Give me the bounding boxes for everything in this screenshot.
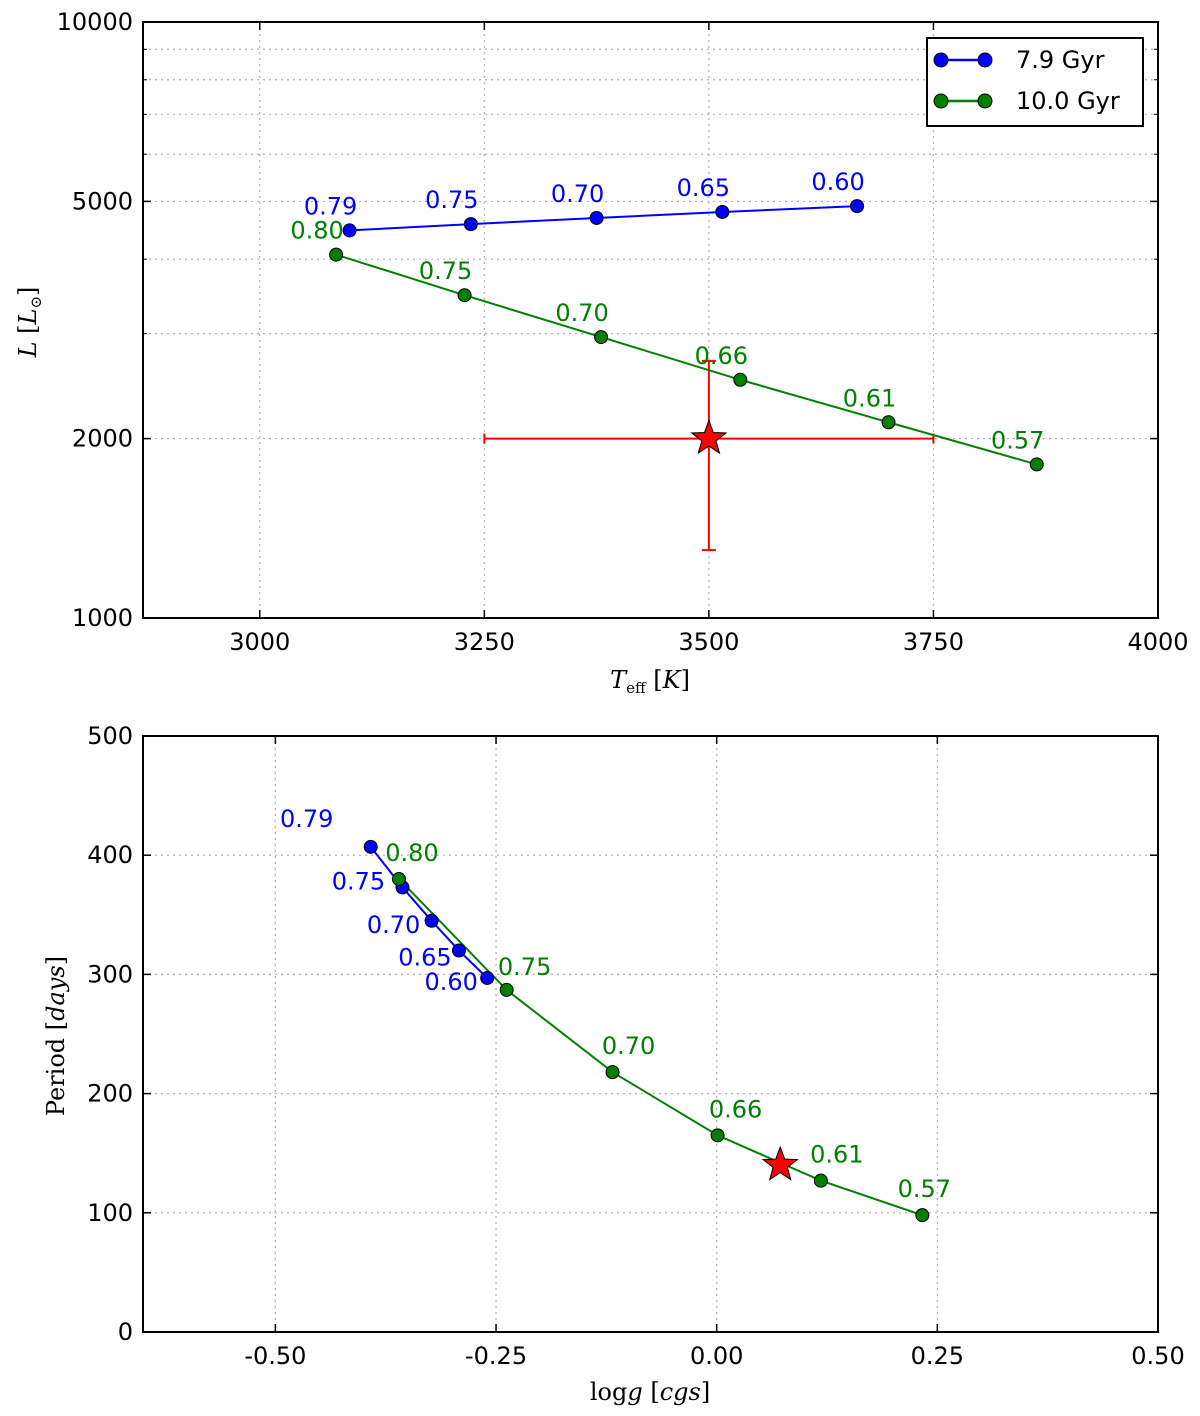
- data-point: [480, 970, 495, 985]
- data-point: [451, 943, 466, 958]
- legend-label-10-0: 10.0 Gyr: [1016, 87, 1120, 115]
- x-tick-label: 0.50: [1131, 1342, 1184, 1370]
- x-tick-label: 4000: [1127, 628, 1188, 656]
- mass-label: 0.61: [810, 1141, 863, 1169]
- x-tick-label: -0.25: [465, 1342, 527, 1370]
- mass-label: 0.61: [843, 384, 896, 412]
- x-tick-label: 0.00: [690, 1342, 743, 1370]
- y-tick-label: 1000: [72, 604, 133, 632]
- mass-label: 0.80: [385, 839, 438, 867]
- data-point: [424, 913, 439, 928]
- mass-label: 0.79: [280, 805, 333, 833]
- x-tick-label: 0.25: [911, 1342, 964, 1370]
- x-tick-label: 3250: [454, 628, 515, 656]
- mass-label: 0.79: [304, 192, 357, 220]
- mass-label: 0.57: [898, 1175, 951, 1203]
- mass-label: 0.75: [498, 953, 551, 981]
- bottom-gridlines: [143, 736, 1158, 1332]
- data-point: [463, 217, 478, 232]
- top-gridlines: [143, 22, 1158, 618]
- mass-label: 0.75: [425, 186, 478, 214]
- top-x-axis-label: Teff [K]: [610, 666, 690, 697]
- mass-label: 0.70: [555, 299, 608, 327]
- y-tick-label: 100: [87, 1199, 133, 1227]
- legend-marker-10-0: [933, 93, 949, 109]
- bottom-plot-frame: [142, 735, 1159, 1333]
- y-tick-label: 2000: [72, 425, 133, 453]
- data-point: [457, 288, 472, 303]
- y-tick-label: 0: [118, 1318, 133, 1346]
- mass-label: 0.66: [709, 1095, 762, 1123]
- bottom-series-layer: 0.790.750.700.650.600.800.750.700.660.61…: [280, 805, 951, 1223]
- mass-label: 0.75: [332, 867, 385, 895]
- y-tick-label: 5000: [72, 187, 133, 215]
- data-point: [594, 330, 609, 345]
- data-point: [391, 872, 406, 887]
- y-tick-label: 10000: [57, 8, 133, 36]
- top-y-axis-label: L [L⊙]: [14, 287, 45, 359]
- top-axis-ticks: 3000 3250 3500 3750 4000 1000 2000 5000 10000: [57, 8, 1189, 656]
- data-point: [605, 1065, 620, 1080]
- mass-label: 0.60: [424, 968, 477, 996]
- x-tick-label: 3750: [903, 628, 964, 656]
- top-plot-frame: [142, 21, 1159, 619]
- mass-label: 0.65: [677, 174, 730, 202]
- legend-box: [926, 37, 1144, 127]
- mass-label: 0.70: [367, 911, 420, 939]
- legend-marker-7-9: [933, 52, 949, 68]
- bottom-x-axis-label: logg [cgs]: [590, 1378, 710, 1406]
- data-point: [850, 199, 865, 214]
- data-point: [715, 204, 730, 219]
- mass-label: 0.57: [991, 426, 1044, 454]
- x-tick-label: 3500: [678, 628, 739, 656]
- x-tick-label: 3000: [229, 628, 290, 656]
- legend-marker-7-9: [977, 52, 993, 68]
- mass-label: 0.70: [602, 1032, 655, 1060]
- observed-star-marker: [690, 419, 728, 455]
- mass-label: 0.70: [551, 180, 604, 208]
- mass-label: 0.66: [695, 342, 748, 370]
- series-line-10-0-gyr: [335, 253, 1037, 466]
- top-series-layer: 0.79 0.75 0.70 0.65 0.60 0.80 0.75 0.70 0.66 0.61…: [290, 168, 1044, 552]
- observed-star-marker: [761, 1145, 799, 1181]
- x-tick-label: -0.50: [244, 1342, 306, 1370]
- data-point: [1029, 457, 1044, 472]
- mass-label: 0.65: [398, 944, 451, 972]
- y-tick-label: 500: [87, 722, 133, 750]
- data-point: [342, 223, 357, 238]
- legend: 7.9 Gyr 10.0 Gyr: [926, 37, 1144, 127]
- data-point: [363, 839, 378, 854]
- data-point: [589, 210, 604, 225]
- mass-label: 0.75: [419, 257, 472, 285]
- data-point: [710, 1128, 725, 1143]
- data-point: [329, 247, 344, 262]
- y-tick-label: 300: [87, 960, 133, 988]
- legend-marker-10-0: [977, 93, 993, 109]
- y-tick-label: 400: [87, 841, 133, 869]
- data-point: [499, 982, 514, 997]
- y-tick-label: 200: [87, 1080, 133, 1108]
- mass-label: 0.80: [290, 217, 343, 245]
- mass-label: 0.60: [811, 168, 864, 196]
- data-point: [733, 372, 748, 387]
- legend-label-7-9: 7.9 Gyr: [1016, 46, 1105, 74]
- bottom-y-axis-label: Period [days]: [42, 956, 70, 1116]
- data-point: [813, 1173, 828, 1188]
- data-point: [915, 1208, 930, 1223]
- bottom-axis-ticks: -0.50 -0.25 0.00 0.25 0.50 0 100 200 300 400 500: [87, 722, 1185, 1370]
- data-point: [881, 415, 896, 430]
